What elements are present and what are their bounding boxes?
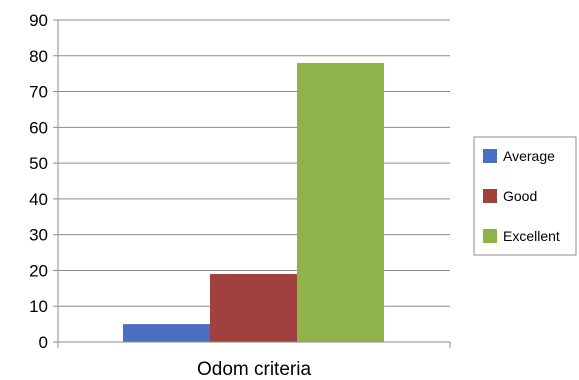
y-tick-label-60: 60 — [29, 118, 48, 137]
y-tick-label-80: 80 — [29, 47, 48, 66]
legend-label-excellent: Excellent — [503, 228, 560, 244]
axes — [57, 20, 451, 348]
y-tick-label-70: 70 — [29, 83, 48, 102]
bars — [123, 62, 384, 342]
legend-label-average: Average — [503, 148, 555, 164]
legend-swatch-good — [483, 189, 497, 203]
x-category-label: Odom criteria — [197, 359, 311, 380]
y-tick-labels: 0 10 20 30 40 50 60 70 80 90 — [29, 11, 48, 352]
bar-good — [210, 274, 297, 342]
y-tick-label-20: 20 — [29, 261, 48, 280]
legend-label-good: Good — [503, 188, 537, 204]
y-tick-label-30: 30 — [29, 226, 48, 245]
bar-excellent — [297, 62, 384, 342]
bar-average — [123, 324, 210, 342]
y-tick-label-40: 40 — [29, 190, 48, 209]
y-tick-label-50: 50 — [29, 154, 48, 173]
legend-swatch-average — [483, 149, 497, 163]
legend: Average Good Excellent — [473, 136, 577, 256]
y-tick-label-0: 0 — [39, 333, 48, 352]
legend-swatch-excellent — [483, 229, 497, 243]
gridlines — [53, 19, 450, 343]
y-tick-label-10: 10 — [29, 297, 48, 316]
y-tick-label-90: 90 — [29, 11, 48, 30]
